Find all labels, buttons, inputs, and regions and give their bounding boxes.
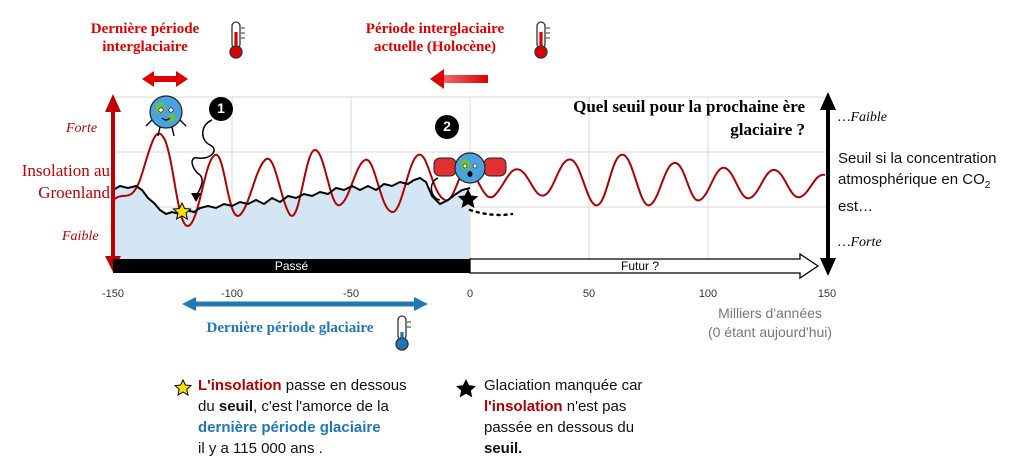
legend-star-yellow-icon	[173, 378, 193, 397]
legend-black-star: Glaciation manquée car l'insolation n'es…	[484, 375, 714, 459]
x-unit-line1: Milliers d'années	[718, 305, 822, 321]
question-line2: glaciaire ?	[730, 120, 805, 139]
last-interglacial-label: Dernière période interglaciaire	[60, 20, 230, 56]
legend-right-line3: passée en dessous du	[484, 419, 635, 436]
last-glacial-arrow	[182, 297, 428, 311]
threshold-line2-text: atmosphérique en CO	[838, 171, 985, 188]
x-tick: 50	[582, 288, 596, 300]
current-interglacial-label: Période interglaciaire actuelle (Holocèn…	[330, 20, 540, 56]
legend-left-line3: dernière période glaciaire	[198, 417, 448, 438]
current-interglacial-line1: Période interglaciaire	[365, 21, 505, 37]
x-tick: 0	[466, 288, 474, 300]
legend-right-line4: seuil.	[484, 438, 714, 459]
threshold-line2: atmosphérique en CO2	[838, 169, 1024, 196]
x-unit-line2: (0 étant aujourd'hui)	[707, 324, 833, 340]
question-line1: Quel seuil pour la prochaine ère	[573, 97, 805, 116]
insolation-axis-title: Insolation au Groenland	[0, 160, 110, 204]
past-label: Passé	[274, 259, 309, 273]
last-interglacial-line2: interglaciaire	[102, 39, 188, 55]
threshold-description: Seuil si la concentration atmosphérique …	[838, 148, 1024, 217]
legend-left-seuil: seuil	[218, 398, 254, 415]
right-weak-label: …Faible	[838, 110, 887, 125]
annotation-curl	[191, 119, 215, 197]
current-interglacial-line2: actuelle (Holocène)	[373, 39, 497, 55]
weak-left-label: Faible	[62, 229, 99, 244]
legend-left-glacial: dernière période glaciaire	[198, 419, 381, 436]
legend-yellow-star: L'insolation passe en dessous du seuil, …	[198, 375, 448, 459]
marker-1-label: 1	[217, 100, 225, 116]
legend-left-line2-pre: du	[198, 398, 219, 415]
current-interglacial-arrow	[430, 69, 488, 89]
x-tick: 100	[698, 288, 718, 300]
thermometer-hot-icon	[229, 21, 245, 59]
legend-left-line1: L'insolation passe en dessous	[198, 375, 448, 396]
star-black-icon	[457, 189, 479, 208]
co2-subscript: 2	[984, 180, 991, 191]
annotation-arrowhead	[191, 193, 201, 202]
marker-1	[209, 97, 233, 121]
x-tick: -150	[101, 288, 125, 300]
x-tick: -50	[343, 288, 359, 300]
legend-left-insolation: L'insolation	[198, 377, 282, 394]
marker-2-label: 2	[443, 118, 451, 134]
legend-right-line2: l'insolation n'est pas	[484, 396, 714, 417]
legend-left-line4: il y a 115 000 ans .	[198, 440, 323, 457]
earth-character-icon	[145, 95, 187, 137]
legend-left-line2-rest: , c'est l'amorce de la	[253, 398, 389, 415]
threshold-curve	[112, 176, 471, 216]
legend-right-line2-rest: n'est pas	[562, 398, 627, 415]
threshold-future-dotted	[468, 208, 514, 217]
question-label: Quel seuil pour la prochaine ère glaciai…	[520, 95, 805, 141]
annotation-curl-2	[430, 177, 441, 201]
last-interglacial-line1: Dernière période	[90, 21, 200, 37]
legend-right-seuil: seuil.	[484, 440, 523, 457]
legend-star-black-icon	[456, 379, 476, 398]
earth-character-icon	[433, 152, 507, 184]
last-glacial-label: Dernière période glaciaire	[206, 320, 374, 336]
x-tick: -100	[220, 288, 244, 300]
x-tick: 150	[817, 288, 837, 300]
insolation-axis-title-line2: Groenland	[38, 183, 110, 202]
legend-left-line1-rest: passe en dessous	[281, 377, 407, 394]
threshold-line3: est…	[838, 198, 874, 215]
marker-2	[435, 115, 459, 139]
strong-left-label: Forte	[66, 121, 98, 136]
threshold-line1: Seuil si la concentration	[838, 150, 997, 167]
x-unit-label: Milliers d'années (0 étant aujourd'hui)	[680, 304, 860, 342]
legend-left-line2: du seuil, c'est l'amorce de la	[198, 396, 448, 417]
legend-right-insolation: l'insolation	[484, 398, 563, 415]
future-label: Futur ?	[620, 259, 659, 273]
time-bar	[113, 252, 820, 280]
star-yellow-icon	[172, 201, 192, 220]
glacial-area	[113, 178, 470, 262]
threshold-axis	[820, 92, 836, 276]
insolation-axis-title-line1: Insolation au	[21, 161, 110, 180]
thermometer-cold-icon	[395, 315, 411, 351]
right-strong-label: …Forte	[838, 235, 882, 250]
last-interglacial-arrow	[142, 71, 188, 87]
thermometer-hot-icon	[534, 21, 550, 59]
legend-right-line1: Glaciation manquée car	[484, 377, 643, 394]
